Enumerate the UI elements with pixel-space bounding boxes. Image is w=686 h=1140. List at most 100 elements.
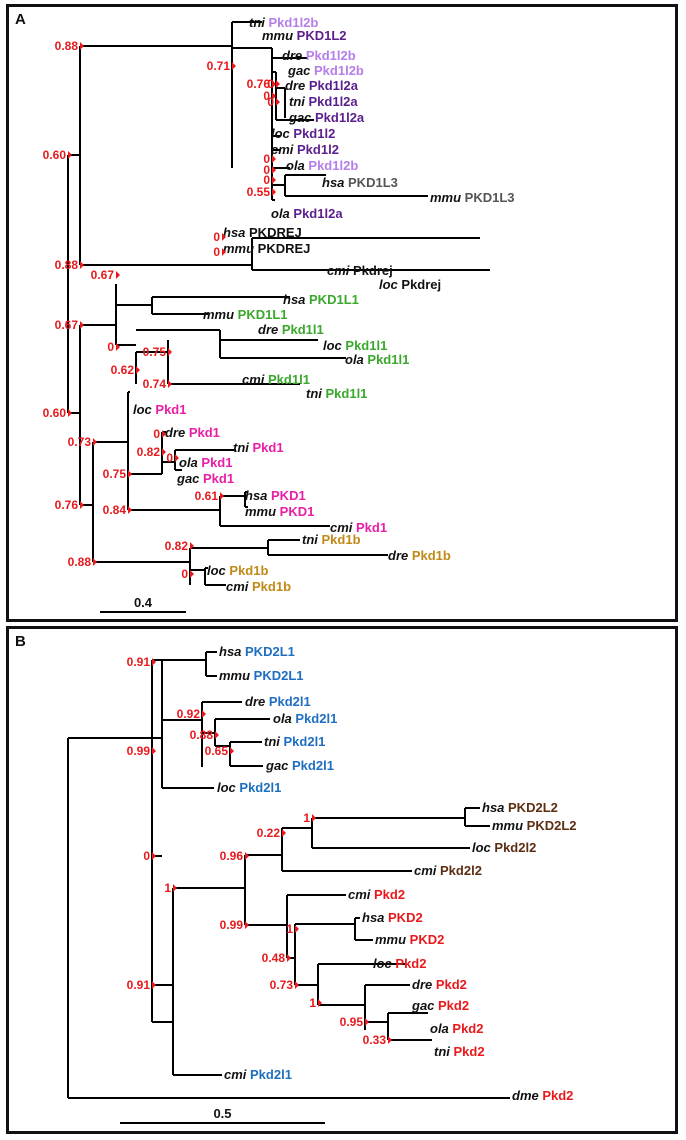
b-tip-gene: Pkd2 [436, 977, 467, 992]
a-tip-label: loc Pkd1 [133, 402, 186, 417]
a-tip-gene: Pkd1b [252, 579, 291, 594]
a-node-marker [68, 409, 72, 417]
b-node-marker [173, 884, 177, 892]
a-tip-gene: Pkd1l2b [269, 15, 319, 30]
a-tip-label: loc Pkd1l1 [323, 338, 387, 353]
a-tip-species: hsa [283, 292, 309, 307]
a-node-marker [116, 271, 120, 279]
b-tip-gene: Pkd2 [452, 1021, 483, 1036]
a-tip-label: hsa PKD1L1 [283, 292, 359, 307]
b-support-value: 0.91 [127, 978, 151, 992]
a-node-marker [276, 98, 280, 106]
a-node-marker [272, 176, 276, 184]
b-tip-gene: Pkd2 [374, 887, 405, 902]
b-support-value: 0.99 [127, 744, 151, 758]
a-tip-gene: Pkd1l2b [308, 158, 358, 173]
a-support-value: 0 [166, 451, 173, 465]
a-tip-gene: PKD1L2 [297, 28, 347, 43]
a-tip-species: cmi [226, 579, 252, 594]
b-scale-label: 0.5 [213, 1106, 231, 1121]
b-tip-gene: Pkd2 [454, 1044, 485, 1059]
b-tip-species: dre [412, 977, 436, 992]
b-tip-species: ola [430, 1021, 452, 1036]
a-tip-gene: Pkd1 [189, 425, 220, 440]
a-node-marker [80, 501, 84, 509]
b-tip-gene: PKD2L2 [508, 800, 558, 815]
a-tip-species: ola [179, 455, 201, 470]
a-tip-gene: Pkd1l2a [293, 206, 343, 221]
b-tip-gene: PKD2L1 [245, 644, 295, 659]
b-tip-species: ola [273, 711, 295, 726]
a-node-marker [190, 542, 194, 550]
a-tip-species: loc [207, 563, 229, 578]
b-support-value: 0.65 [205, 744, 229, 758]
a-tip-label: dre Pkd1l2b [282, 48, 356, 63]
panel-b-label: B [15, 633, 26, 650]
a-support-value: 0 [263, 89, 270, 103]
a-tip-label: hsa PKD1L3 [322, 175, 398, 190]
b-tip-gene: Pkd2l2 [494, 840, 536, 855]
a-support-value: 0 [267, 95, 274, 109]
b-tip-species: mmu [375, 932, 410, 947]
b-support-value: 1 [309, 996, 316, 1010]
b-tip-gene: Pkd2l1 [295, 711, 337, 726]
b-support-value: 0.33 [363, 1033, 387, 1047]
b-tip-gene: Pkd2l1 [250, 1067, 292, 1082]
a-tip-species: dre [165, 425, 189, 440]
panel-a: A tni Pkd1l2b mmu PKD1L2 dre Pkd1l2b gac Pk… [6, 4, 678, 622]
a-tip-species: ola [345, 352, 367, 367]
a-support-value: 0.88 [68, 555, 92, 569]
a-tip-species: hsa [245, 488, 271, 503]
b-support-value: 0.91 [127, 655, 151, 669]
b-support-value: 1 [303, 811, 310, 825]
a-node-marker [190, 570, 194, 578]
a-tip-label: loc Pkdrej [379, 277, 441, 292]
a-tip-label: mmu PKD1L3 [430, 190, 515, 205]
a-node-marker [116, 343, 120, 351]
a-tip-gene: Pkdrej [353, 263, 393, 278]
b-tip-label: loc Pkd2l2 [472, 840, 536, 855]
a-tip-gene: Pkd1l1 [345, 338, 387, 353]
a-tip-gene: Pkd1 [253, 440, 284, 455]
a-tip-label: hsa PKDREJ [223, 225, 302, 240]
b-tip-species: gac [265, 758, 292, 773]
a-tip-species: hsa [223, 225, 249, 240]
a-support-value: 0.82 [137, 445, 161, 459]
a-tip-gene: Pkd1l2b [306, 48, 356, 63]
a-node-marker [128, 470, 132, 478]
a-support-value: 0 [181, 567, 188, 581]
a-support-value: 0.73 [68, 435, 92, 449]
a-tip-gene: Pkd1l2a [315, 110, 365, 125]
a-tip-species: mmu [262, 28, 297, 43]
b-support-value: 0.95 [340, 1015, 364, 1029]
a-tip-species: cmi [242, 372, 268, 387]
b-node-marker [365, 1018, 369, 1026]
b-tip-species: gac [411, 998, 438, 1013]
a-node-marker [272, 155, 276, 163]
a-tip-species: dre [258, 322, 282, 337]
a-node-marker [136, 366, 140, 374]
a-tip-label: mmu PKD1L1 [203, 307, 288, 322]
a-tip-label: tni Pkd1l2a [289, 94, 358, 109]
a-support-value: 0.88 [55, 39, 79, 53]
b-node-marker [295, 925, 299, 933]
a-tip-gene: Pkd1 [201, 455, 232, 470]
b-tip-gene: Pkd2l1 [239, 780, 281, 795]
a-tip-gene: Pkd1 [203, 471, 234, 486]
a-support-value: 0.74 [143, 377, 167, 391]
a-support-value: 0 [153, 427, 160, 441]
b-tip-species: hsa [362, 910, 388, 925]
b-tip-label: mmu PKD2 [375, 932, 444, 947]
b-tip-species: cmi [224, 1067, 250, 1082]
a-tip-gene: PKD1L1 [309, 292, 359, 307]
a-tip-label: cmi Pkdrej [327, 263, 393, 278]
a-tip-label: tni Pkd1 [233, 440, 284, 455]
a-support-value: 0.67 [91, 268, 115, 282]
a-tip-species: hsa [322, 175, 348, 190]
a-tip-species: tni [302, 532, 322, 547]
b-tip-species: dme [512, 1088, 542, 1103]
a-tip-gene: Pkd1l2a [309, 78, 359, 93]
a-tip-species: mmu [245, 504, 280, 519]
a-node-marker [80, 42, 84, 50]
a-node-marker [93, 438, 97, 446]
